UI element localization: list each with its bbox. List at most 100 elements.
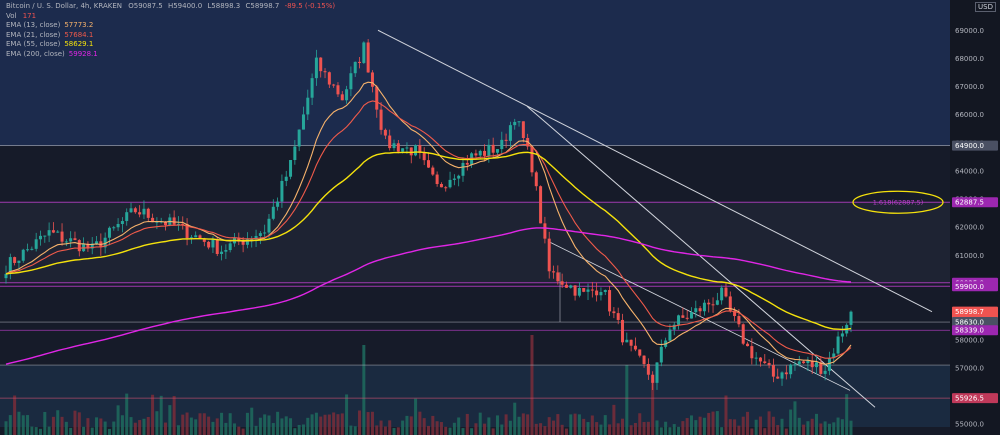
- volume-bar: [651, 380, 655, 435]
- candle-body: [646, 364, 650, 375]
- candle-body: [112, 227, 116, 229]
- volume-bar: [194, 419, 198, 435]
- volume-bar: [401, 420, 405, 435]
- candle-body: [625, 339, 629, 343]
- price-label: 55926.5: [952, 393, 998, 404]
- candle-body: [276, 201, 280, 207]
- volume-bar: [573, 413, 577, 435]
- volume-bar: [86, 418, 90, 435]
- volume-bar: [526, 414, 530, 435]
- volume-bar: [276, 411, 280, 435]
- price-label-text: 58339.0: [955, 327, 984, 335]
- price-label-bg: [952, 281, 998, 292]
- price-label: 59900.0: [952, 281, 998, 292]
- candle-body: [164, 221, 168, 226]
- volume-bar: [366, 412, 370, 435]
- candle-body: [4, 273, 8, 279]
- volume-bar: [827, 423, 831, 435]
- volume-bar: [215, 418, 219, 435]
- volume-bar: [51, 416, 55, 435]
- volume-bar: [280, 418, 284, 435]
- candle-body: [297, 129, 301, 147]
- volume-bar: [310, 414, 314, 435]
- volume-bar: [405, 415, 409, 435]
- candle-body: [819, 362, 823, 374]
- candle-body: [224, 250, 228, 252]
- candle-body: [586, 289, 590, 292]
- volume-bar: [293, 428, 297, 435]
- candle-body: [146, 208, 150, 218]
- volume-bar: [685, 418, 689, 435]
- candle-body: [435, 174, 439, 185]
- volume-bar: [383, 426, 387, 435]
- price-axis[interactable]: 55000.056000.057000.058000.059000.060000…: [952, 27, 998, 429]
- volume-bar: [681, 421, 685, 435]
- candle-body: [741, 324, 745, 344]
- candle-body: [810, 360, 814, 368]
- volume-bar: [82, 426, 86, 435]
- volume-value: 171: [22, 11, 37, 20]
- candle-body: [353, 61, 357, 74]
- candle-body: [301, 114, 305, 130]
- volume-bar: [34, 427, 38, 435]
- candle-body: [116, 223, 120, 228]
- price-label: 58630.0: [952, 317, 998, 328]
- candle-body: [245, 239, 249, 245]
- candle-body: [715, 300, 719, 305]
- volume-bar: [151, 394, 155, 435]
- volume-bar: [560, 424, 564, 435]
- candle-body: [573, 285, 577, 296]
- volume-bar: [552, 420, 556, 435]
- y-tick-label: 55000.0: [955, 421, 984, 429]
- volume-bar: [439, 422, 443, 435]
- volume-bar: [340, 413, 344, 435]
- volume-bar: [211, 421, 215, 435]
- candle-body: [207, 241, 211, 248]
- candle-body: [77, 240, 81, 252]
- volume-bar: [271, 423, 275, 435]
- volume-bar: [586, 422, 590, 435]
- candle-body: [388, 135, 392, 149]
- volume-bar: [771, 416, 775, 435]
- candle-body: [457, 175, 461, 179]
- candle-body: [375, 86, 379, 110]
- candle-body: [73, 238, 77, 241]
- candle-body: [314, 57, 318, 79]
- volume-bar: [133, 422, 137, 435]
- volume-bar: [733, 419, 737, 435]
- volume-bar: [323, 414, 327, 435]
- volume-bar: [301, 424, 305, 435]
- candle-body: [461, 162, 465, 176]
- candle-body: [176, 223, 180, 225]
- candle-body: [763, 361, 767, 364]
- candle-body: [8, 257, 12, 274]
- volume-bar: [582, 418, 586, 435]
- candle-body: [815, 362, 819, 368]
- volume-bar: [332, 412, 336, 435]
- candle-body: [793, 364, 797, 366]
- volume-bar: [603, 415, 607, 435]
- candle-body: [86, 243, 90, 249]
- volume-bar: [556, 414, 560, 435]
- volume-bar: [776, 425, 780, 435]
- candle-body: [724, 287, 728, 297]
- candle-body: [776, 376, 780, 379]
- fib-ellipse: [852, 190, 944, 214]
- candle-body: [258, 233, 262, 236]
- candle-body: [694, 308, 698, 313]
- volume-bar: [370, 411, 374, 435]
- price-label-text: 58630.0: [955, 319, 984, 327]
- volume-bar: [642, 421, 646, 435]
- candle-body: [746, 343, 750, 347]
- candle-body: [142, 208, 146, 215]
- candle-body: [750, 346, 754, 359]
- volume-bar: [107, 428, 111, 435]
- volume-bar: [470, 428, 474, 435]
- candle-body: [495, 149, 499, 153]
- currency-badge[interactable]: USD: [975, 2, 996, 12]
- candle-body: [487, 144, 491, 156]
- candle-body: [733, 310, 737, 317]
- candle-body: [401, 148, 405, 152]
- price-label: 62887.5: [952, 197, 998, 208]
